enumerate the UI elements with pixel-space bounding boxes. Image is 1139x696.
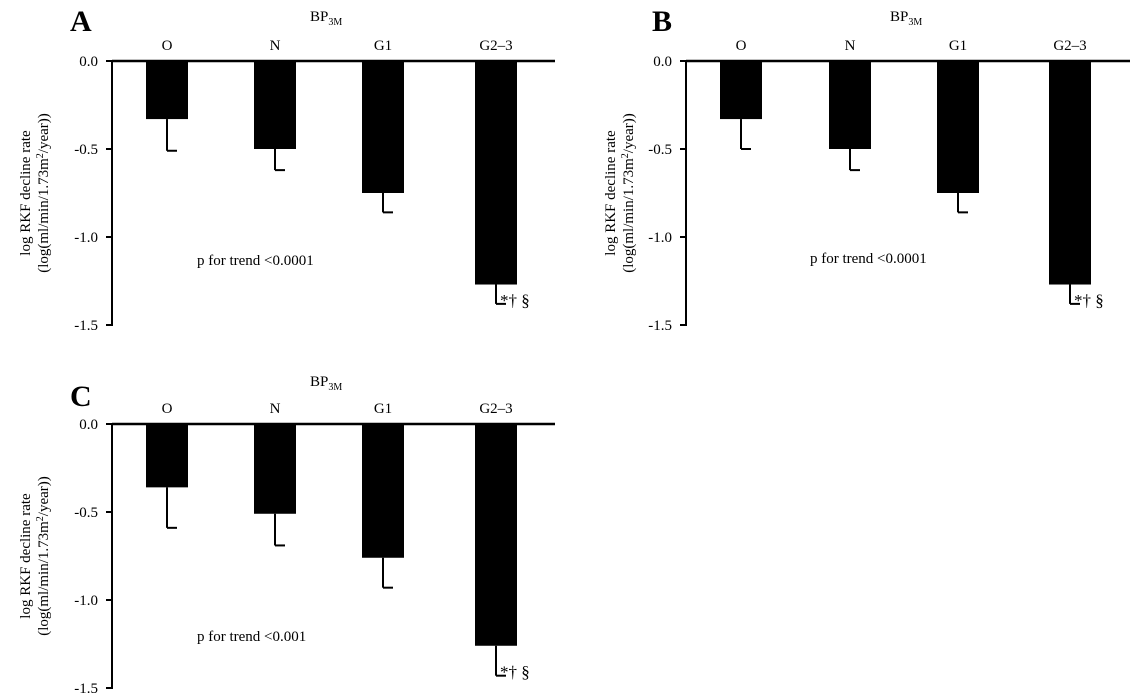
y-axis-title-line2-post: /year)) [36,113,52,153]
top-axis-title-sub: 3M [328,17,342,28]
bar [937,61,979,193]
category-label: O [736,38,747,54]
category-label: G1 [949,38,967,54]
bar [146,424,188,488]
category-label: N [845,38,856,54]
bar [720,61,762,120]
panel-c: C BP3M log RKF decline rate (log(ml/min/1.7… [18,374,555,696]
y-tick-label: -1.0 [648,230,672,246]
top-axis-title-main: BP [310,374,328,390]
significance-label: *† § [500,663,530,682]
y-axis-title-line2: (log(ml/min/1.73m2/year)) [620,113,637,273]
top-axis-title: BP3M [890,9,922,28]
y-axis-title-line2-sup: 2 [35,516,46,521]
category-label: N [270,38,281,54]
y-axis-title-line2-pre: (log(ml/min/1.73m [621,158,637,273]
bar [254,61,296,149]
top-axis-title: BP3M [310,374,342,393]
y-axis-title-line2-post: /year)) [621,113,637,153]
y-axis-title-line2-pre: (log(ml/min/1.73m [36,521,52,636]
y-tick-label: 0.0 [79,417,98,433]
panel-b: B BP3M log RKF decline rate (log(ml/min/1.7… [603,5,1130,334]
significance-label: *† § [1074,291,1104,310]
y-tick-label: -1.5 [74,318,98,334]
panel-letter: A [70,5,92,38]
y-tick-label: -1.5 [74,681,98,696]
top-axis-title-sub: 3M [328,382,342,393]
category-label: G2–3 [1053,38,1086,54]
y-axis-title-line2-pre: (log(ml/min/1.73m [36,158,52,273]
category-label: N [270,401,281,417]
bar [475,61,517,285]
y-tick-label: 0.0 [79,54,98,70]
y-axis-title-line2-sup: 2 [35,153,46,158]
bar [475,424,517,646]
y-axis-title-line2-post: /year)) [36,476,52,516]
y-axis-title-line1: log RKF decline rate [603,130,619,256]
top-axis-title-main: BP [890,9,908,25]
panel-letter: C [70,380,92,413]
bar [829,61,871,149]
category-label: O [162,401,173,417]
y-tick-label: 0.0 [653,54,672,70]
y-axis-title-line2: (log(ml/min/1.73m2/year)) [35,476,52,636]
category-label: G1 [374,401,392,417]
top-axis-title-main: BP [310,9,328,25]
y-axis-title-line2-sup: 2 [620,153,631,158]
top-axis-title-sub: 3M [908,17,922,28]
y-tick-label: -0.5 [74,505,98,521]
category-label: G2–3 [479,38,512,54]
y-tick-label: -0.5 [648,142,672,158]
bar [1049,61,1091,285]
top-axis-title: BP3M [310,9,342,28]
y-axis-title-line2: (log(ml/min/1.73m2/year)) [35,113,52,273]
y-tick-label: -1.0 [74,593,98,609]
category-label: O [162,38,173,54]
category-label: G2–3 [479,401,512,417]
significance-label: *† § [500,291,530,310]
trend-annotation: p for trend <0.0001 [810,251,927,267]
y-tick-label: -0.5 [74,142,98,158]
y-axis-title-line1: log RKF decline rate [18,130,34,256]
category-label: G1 [374,38,392,54]
bar [254,424,296,514]
panel-letter: B [652,5,672,38]
bar [146,61,188,120]
trend-annotation: p for trend <0.001 [197,629,306,645]
trend-annotation: p for trend <0.0001 [197,253,314,269]
y-tick-label: -1.5 [648,318,672,334]
y-tick-label: -1.0 [74,230,98,246]
y-axis-title-line1: log RKF decline rate [18,493,34,619]
panel-a: A BP3M log RKF decline rate (log(ml/min/1.7… [18,5,555,334]
bar [362,61,404,193]
bar [362,424,404,558]
